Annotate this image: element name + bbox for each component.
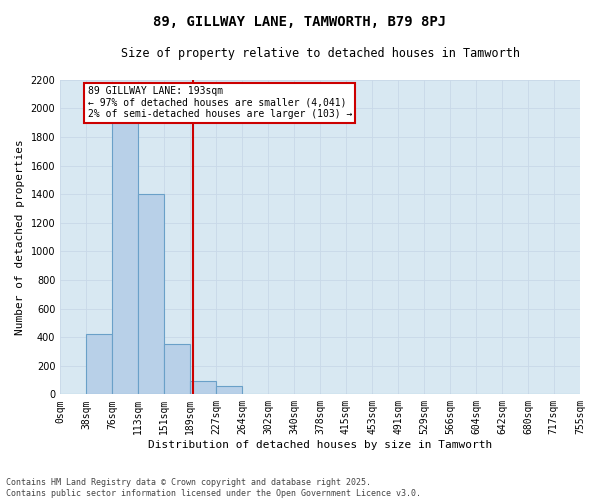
Bar (86, 334, 112, 394)
Text: 89 GILLWAY LANE: 193sqm
← 97% of detached houses are smaller (4,041)
2% of semi-: 89 GILLWAY LANE: 193sqm ← 97% of detache… (88, 86, 352, 120)
Bar (217, 386, 242, 394)
X-axis label: Distribution of detached houses by size in Tamworth: Distribution of detached houses by size … (148, 440, 492, 450)
Bar (112, 116, 138, 394)
Y-axis label: Number of detached properties: Number of detached properties (15, 139, 25, 335)
Text: 89, GILLWAY LANE, TAMWORTH, B79 8PJ: 89, GILLWAY LANE, TAMWORTH, B79 8PJ (154, 15, 446, 29)
Bar (164, 344, 190, 395)
Bar (138, 194, 164, 394)
Title: Size of property relative to detached houses in Tamworth: Size of property relative to detached ho… (121, 48, 520, 60)
Bar (190, 382, 217, 394)
Text: Contains HM Land Registry data © Crown copyright and database right 2025.
Contai: Contains HM Land Registry data © Crown c… (6, 478, 421, 498)
